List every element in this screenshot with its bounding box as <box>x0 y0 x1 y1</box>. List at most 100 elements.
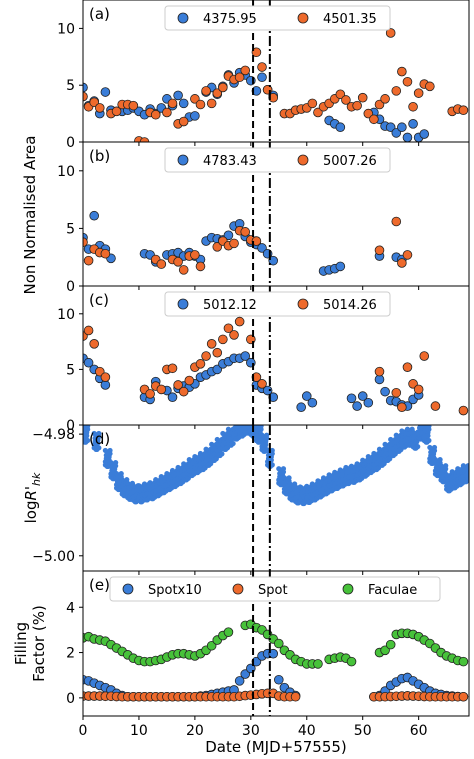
legend-marker <box>342 583 354 595</box>
plot-area <box>83 302 469 416</box>
data-point <box>173 257 183 267</box>
legend-label: Faculae <box>368 583 417 598</box>
data-point <box>178 265 189 275</box>
data-point <box>223 627 234 637</box>
data-point <box>413 88 424 98</box>
y-tick-label: 2 <box>66 646 75 662</box>
data-point <box>83 237 88 248</box>
data-point <box>313 659 323 669</box>
data-point <box>190 250 200 260</box>
data-point <box>96 445 102 451</box>
data-point <box>397 122 407 133</box>
data-point <box>234 72 245 83</box>
data-point <box>257 379 267 389</box>
y-tick-label: −5.00 <box>32 549 75 565</box>
data-point <box>178 386 189 397</box>
data-point <box>219 451 225 457</box>
data-point <box>242 417 247 422</box>
y-tick-label: 0 <box>66 418 75 434</box>
data-point <box>206 640 217 651</box>
data-point <box>442 466 448 472</box>
data-point <box>89 210 99 221</box>
x-tick-label: 0 <box>79 723 88 739</box>
y-tick-label: 5 <box>66 362 75 378</box>
legend-label: Spot <box>258 583 288 598</box>
data-point <box>426 437 432 444</box>
x-axis-label: Date (MJD+57555) <box>205 738 347 756</box>
y-axis-label: Factor (%) <box>30 605 48 682</box>
data-point <box>173 90 183 101</box>
data-point <box>89 339 99 349</box>
legend-marker <box>297 154 309 166</box>
data-point <box>218 334 228 345</box>
data-point <box>374 99 385 110</box>
data-point <box>313 107 323 118</box>
y-tick-label: 0 <box>66 279 75 295</box>
data-point <box>335 261 346 272</box>
data-point <box>246 418 251 423</box>
legend-marker <box>232 583 244 595</box>
data-point <box>240 351 251 361</box>
panel-1: 0 5 10 (b) 4783.43 5007.26 <box>57 141 470 295</box>
data-point <box>385 639 396 650</box>
data-point <box>212 242 223 252</box>
legend-box <box>164 291 391 317</box>
data-point <box>251 86 262 96</box>
x-tick-label: 50 <box>354 723 372 739</box>
data-point <box>301 391 312 401</box>
data-point <box>273 674 284 685</box>
data-point <box>240 65 251 76</box>
data-point <box>463 472 469 478</box>
data-point <box>402 132 413 142</box>
data-point <box>229 238 239 249</box>
data-point <box>257 426 263 432</box>
data-point <box>237 417 242 422</box>
legend-box <box>164 147 391 173</box>
data-point <box>413 384 424 395</box>
data-point <box>111 106 122 117</box>
data-point <box>218 82 228 93</box>
data-point <box>240 227 251 237</box>
legend-label: 4783.43 <box>203 154 257 169</box>
data-point <box>346 393 357 404</box>
data-point <box>374 366 385 377</box>
data-point <box>419 129 430 139</box>
data-point <box>424 433 430 439</box>
data-point <box>145 389 155 399</box>
data-point <box>262 385 273 396</box>
panels: 0 5 10 (a) 4375.95 4501.35 0 5 10 (b) 4783.43 5007.… <box>12 0 470 739</box>
legend-box <box>164 5 391 31</box>
y-tick-label: 5 <box>66 78 75 94</box>
data-point <box>100 87 111 97</box>
panel-label: (b) <box>89 147 110 165</box>
legend-label: 5007.26 <box>323 154 377 169</box>
data-point <box>307 98 318 109</box>
legend-marker <box>177 12 189 24</box>
data-point <box>251 236 262 246</box>
panel-label: (d) <box>89 430 110 448</box>
data-point <box>251 656 262 667</box>
data-point <box>380 645 390 656</box>
data-point <box>268 392 279 403</box>
data-point <box>263 435 269 442</box>
data-point <box>201 351 211 361</box>
plot-area <box>83 417 469 507</box>
data-point <box>341 95 351 105</box>
data-point <box>195 261 206 272</box>
y-axis-label: Filling <box>12 622 30 665</box>
data-point <box>128 100 139 111</box>
data-point <box>357 92 368 103</box>
panel-label: (e) <box>89 576 110 594</box>
data-point <box>223 323 234 334</box>
panel-3: −4.98 −5.00 (d) logR'hk <box>22 417 470 575</box>
legend-label: Spotx10 <box>148 583 202 598</box>
data-point <box>279 469 286 475</box>
data-point <box>391 128 402 138</box>
data-point <box>402 362 413 372</box>
y-axis-label: logR'hk <box>22 472 43 523</box>
y-tick-label: 10 <box>57 21 75 37</box>
legend-label: 4375.95 <box>203 12 257 27</box>
data-point <box>178 98 189 109</box>
panel-label: (c) <box>89 291 109 309</box>
